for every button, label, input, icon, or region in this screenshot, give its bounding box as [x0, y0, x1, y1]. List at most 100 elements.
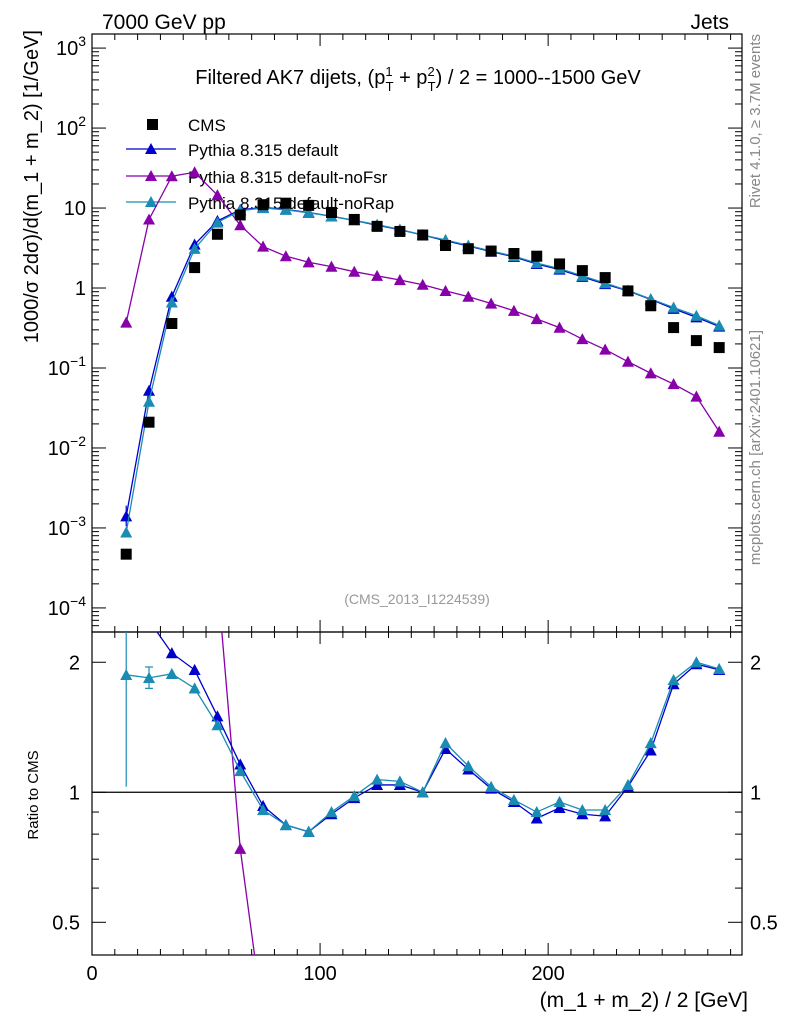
- data-point-cms: [713, 342, 725, 354]
- legend-marker-nofsr: [145, 170, 157, 181]
- data-point-cms: [417, 229, 429, 241]
- ratio-point-pythia-8-315-default-norap: [530, 806, 543, 818]
- main-y-tick-label: 10−4: [48, 593, 86, 620]
- data-point-pythia-8-315-default-nofsr: [302, 256, 315, 268]
- data-point-cms: [462, 243, 474, 255]
- main-y-tick-label: 10−2: [48, 433, 86, 460]
- legend-label-default: Pythia 8.315 default: [188, 141, 339, 160]
- ratio-y-tick-label: 1: [69, 782, 80, 804]
- legend-label-nofsr: Pythia 8.315 default-noFsr: [188, 168, 388, 187]
- data-point-pythia-8-315-default-norap: [690, 309, 703, 321]
- ratio-point-pythia-8-315-default: [553, 801, 566, 814]
- data-point-cms: [211, 228, 223, 240]
- main-y-tick-label: 10: [64, 198, 86, 220]
- main-y-tick-label: 10−3: [48, 513, 86, 540]
- legend: CMS Pythia 8.315 default Pythia 8.315 de…: [126, 116, 394, 213]
- data-point-pythia-8-315-default-nofsr: [644, 367, 657, 379]
- data-point-pythia-8-315-default-nofsr: [462, 290, 475, 302]
- ratio-point-pythia-8-315-default-norap: [485, 780, 498, 792]
- data-point-pythia-8-315-default-norap: [143, 395, 156, 407]
- main-y-tick-base: 10: [48, 438, 70, 460]
- data-point-pythia-8-315-default-nofsr: [485, 297, 498, 309]
- ratio-panel-frame: [91, 631, 743, 956]
- data-point-cms: [554, 258, 566, 270]
- data-point-cms: [325, 206, 337, 218]
- data-point-pythia-8-315-default-norap: [165, 296, 178, 308]
- data-point-pythia-8-315-default-nofsr: [667, 378, 680, 390]
- legend-marker-norap: [145, 196, 157, 207]
- data-point-cms: [576, 265, 588, 277]
- data-point-pythia-8-315-default-nofsr: [576, 333, 589, 345]
- plot-title-part-mid: + p: [394, 67, 428, 89]
- data-point-cms: [166, 318, 178, 330]
- plot-title: Filtered AK7 dijets, (p1 T + p2 T) / 2 = 1…: [195, 64, 641, 94]
- x-tick-label: 0: [86, 963, 97, 985]
- header-jets-label: Jets: [690, 11, 729, 34]
- ratio-y-axis-title: Ratio to CMS: [25, 750, 42, 839]
- ratio-point-pythia-8-315-default-norap: [302, 825, 315, 837]
- rivet-events-label: Rivet 4.1.0, ≥ 3.7M events: [747, 34, 764, 208]
- data-point-cms: [303, 199, 315, 211]
- data-point-pythia-8-315-default-nofsr: [621, 355, 634, 367]
- main-y-tick-exponent: 2: [78, 113, 86, 129]
- ratio-point-pythia-8-315-default-norap: [667, 673, 680, 686]
- ratio-point-pythia-8-315-default-norap: [234, 765, 247, 777]
- data-point-pythia-8-315-default-nofsr: [690, 390, 703, 402]
- ratio-y-tick-label-right: 0.5: [750, 912, 778, 934]
- ratio-point-pythia-8-315-default: [599, 810, 612, 822]
- data-point-pythia-8-315-default-nofsr: [188, 166, 201, 178]
- plot-title-part-pre: Filtered AK7 dijets, (p: [195, 67, 385, 89]
- data-point-cms: [120, 548, 132, 560]
- data-point-cms: [280, 197, 292, 209]
- main-y-tick-label: 103: [56, 33, 86, 60]
- data-point-cms: [485, 245, 497, 257]
- ratio-y-tick-label: 2: [69, 652, 80, 674]
- data-point-cms: [440, 240, 452, 252]
- data-point-pythia-8-315-default-nofsr: [393, 273, 406, 286]
- data-point-cms: [371, 220, 383, 232]
- header-energy-label: 7000 GeV pp: [102, 11, 226, 34]
- ratio-point-pythia-8-315-default-norap: [507, 793, 520, 806]
- data-point-cms: [668, 322, 680, 334]
- ratio-point-pythia-8-315-default-norap: [393, 775, 406, 787]
- data-point-pythia-8-315-default-norap: [188, 242, 201, 254]
- legend-marker-default: [145, 143, 157, 154]
- ratio-panel-data: [120, 632, 726, 955]
- ratio-point-pythia-8-315-default: [188, 663, 201, 676]
- main-y-tick-base: 10: [48, 518, 70, 540]
- main-y-tick-label: 1: [75, 278, 86, 300]
- main-y-tick-base: 10: [48, 598, 70, 620]
- ratio-point-pythia-8-315-default: [439, 742, 452, 755]
- data-point-pythia-8-315-default-norap: [211, 216, 224, 228]
- x-tick-label: 200: [531, 963, 564, 985]
- main-y-tick-exponent: −1: [70, 353, 86, 369]
- ratio-point-pythia-8-315-default-norap: [621, 778, 634, 791]
- ratio-point-pythia-8-315-default-norap: [462, 760, 475, 772]
- mcplots-arxiv-label: mcplots.cern.ch [arXiv:2401.10621]: [747, 330, 764, 565]
- data-point-pythia-8-315-default-nofsr: [325, 260, 338, 272]
- data-point-pythia-8-315-default-nofsr: [553, 321, 566, 333]
- main-y-tick-label: 102: [56, 113, 86, 140]
- data-point-cms: [348, 213, 360, 225]
- ratio-line-pythia-8-315-default-norap: [126, 661, 720, 833]
- data-point-pythia-8-315-default-norap: [713, 319, 726, 331]
- data-point-pythia-8-315-default-nofsr: [165, 170, 178, 182]
- data-point-pythia-8-315-default-nofsr: [507, 304, 520, 316]
- data-point-cms: [189, 262, 201, 274]
- data-point-pythia-8-315-default-nofsr: [143, 213, 156, 225]
- data-point-pythia-8-315-default-nofsr: [599, 343, 612, 355]
- ratio-point-pythia-8-315-default-norap: [599, 803, 612, 816]
- data-point-pythia-8-315-default-nofsr: [416, 278, 429, 290]
- ratio-point-pythia-8-315-default: [234, 758, 247, 770]
- main-y-tick-base: 10: [56, 118, 78, 140]
- data-point-pythia-8-315-default-nofsr: [257, 240, 270, 252]
- legend-marker-cms: [147, 119, 158, 130]
- ratio-y-tick-label-right: 1: [750, 782, 761, 804]
- data-point-cms: [508, 248, 520, 260]
- ratio-point-pythia-8-315-default-norap: [211, 719, 224, 731]
- plot-title-sup1: 1: [385, 64, 392, 79]
- ratio-point-pythia-8-315-default-norap: [576, 803, 589, 816]
- data-point-pythia-8-315-default-nofsr: [371, 269, 384, 281]
- data-point-pythia-8-315-default-nofsr: [713, 425, 726, 437]
- main-y-tick-exponent: −3: [70, 513, 86, 529]
